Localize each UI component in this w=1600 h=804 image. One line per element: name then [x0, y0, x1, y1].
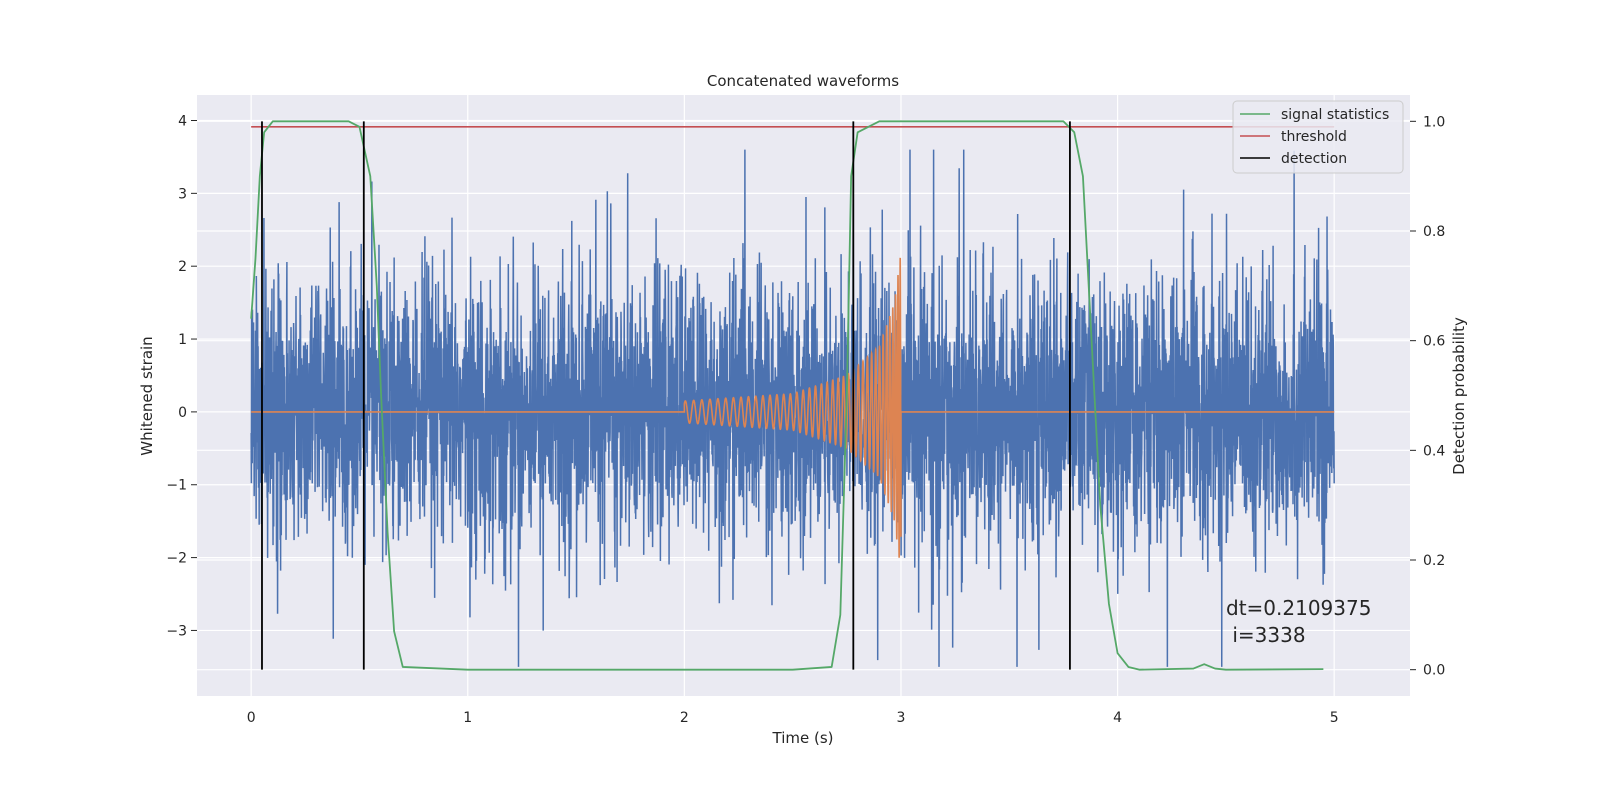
- x-tick-label: 5: [1330, 710, 1339, 726]
- x-tick-label: 4: [1113, 710, 1122, 726]
- legend-box: [1232, 100, 1404, 174]
- y-right-tick-label: 0.8: [1423, 224, 1445, 240]
- annotation-i: i=3338: [1226, 623, 1306, 647]
- y-axis-label: Whitened strain: [138, 336, 156, 455]
- x-axis-label: Time (s): [772, 729, 834, 747]
- y-axis-label-right: Detection probability: [1450, 317, 1468, 475]
- x-tick-label: 2: [680, 710, 689, 726]
- y-right-tick-label: 1.0: [1423, 114, 1445, 130]
- series-noise-line: [250, 149, 1335, 667]
- y-tick-label: −1: [166, 478, 187, 494]
- y-tick-label: 4: [178, 113, 187, 129]
- y-tick-label: 0: [178, 405, 187, 421]
- legend-label-threshold: threshold: [1281, 129, 1347, 145]
- legend: signal statistics threshold detection: [1232, 100, 1404, 174]
- legend-label-detection: detection: [1281, 151, 1347, 167]
- x-tick-label: 0: [247, 710, 256, 726]
- series-layer: [250, 120, 1335, 671]
- series-chirp-line: [251, 257, 1335, 558]
- y-tick-label: 1: [178, 332, 187, 348]
- y-right-tick-label: 0.4: [1423, 443, 1445, 459]
- y-tick-label: 2: [178, 259, 187, 275]
- y-right-tick-label: 0.2: [1423, 553, 1445, 569]
- y-tick-label: 3: [178, 186, 187, 202]
- axes-layer: 0 1 2 3 4 5 −3 −2 −1 0 1 2 3 4 0.0 0.2 0.4 0.6 0.8 1.0: [166, 113, 1445, 726]
- y-tick-label: −2: [166, 551, 187, 567]
- legend-label-signal-statistics: signal statistics: [1281, 107, 1389, 123]
- x-tick-label: 3: [897, 710, 906, 726]
- chart-title: Concatenated waveforms: [707, 72, 899, 90]
- series-signal-statistics-line: [250, 120, 1324, 671]
- x-tick-label: 1: [463, 710, 472, 726]
- y-right-tick-label: 0.6: [1423, 334, 1445, 350]
- annotation-dt: dt=0.2109375: [1226, 596, 1371, 620]
- y-tick-label: −3: [166, 623, 187, 639]
- y-right-tick-label: 0.0: [1423, 663, 1445, 679]
